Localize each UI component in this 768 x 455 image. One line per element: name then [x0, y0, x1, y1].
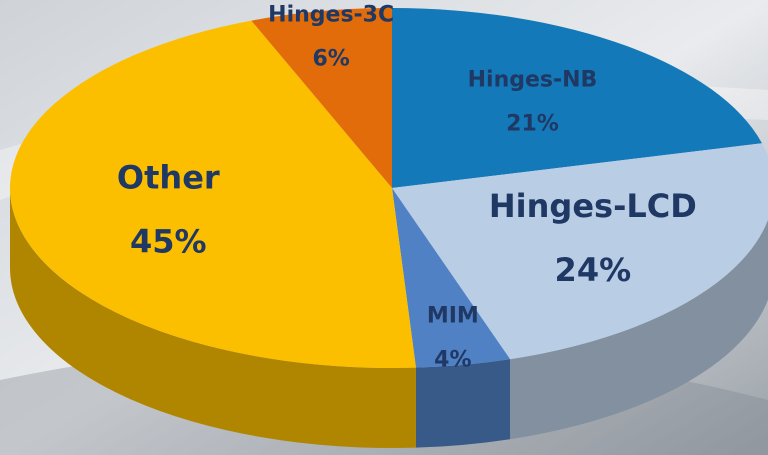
pie-slice — [10, 20, 416, 369]
pie-slice — [392, 143, 768, 360]
slice-value-label: 4% — [434, 347, 471, 372]
slice-label: Other — [117, 159, 220, 197]
slice-label: Hinges-NB — [468, 68, 598, 93]
slice-side — [10, 188, 416, 448]
pie-slice — [392, 8, 762, 188]
pie-slice — [251, 8, 392, 188]
slice-side — [415, 359, 511, 448]
slice-label: Hinges-LCD — [489, 187, 697, 225]
slice-value-label: 6% — [312, 47, 349, 72]
pie-slice — [392, 188, 511, 368]
slice-value-label: 24% — [555, 251, 632, 289]
slice-value-label: 45% — [130, 223, 207, 261]
slice-label: MIM — [427, 303, 479, 328]
slice-value-label: 21% — [506, 112, 559, 137]
slice-label: Hinges-3C — [268, 3, 394, 28]
slice-side — [510, 219, 768, 440]
